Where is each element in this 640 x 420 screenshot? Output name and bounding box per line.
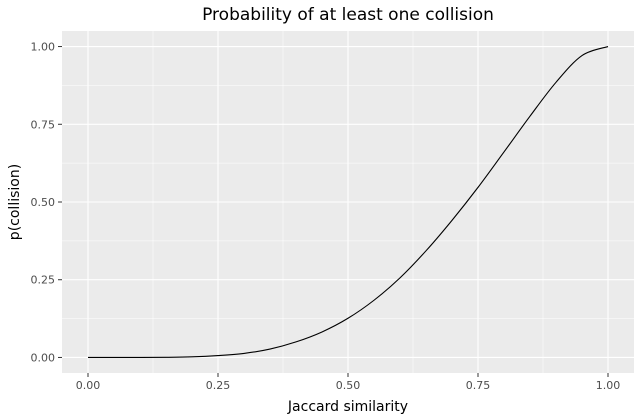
- y-tick-label: 0.25: [31, 274, 56, 287]
- series-line-0: [87, 46, 609, 359]
- x-tick-label: 0.75: [466, 379, 491, 392]
- y-tick-label: 0.00: [31, 351, 56, 364]
- chart-title: Probability of at least one collision: [202, 5, 494, 25]
- x-tick-label: 1.00: [596, 379, 621, 392]
- y-tick-label: 0.50: [31, 196, 56, 209]
- y-tick-label: 0.75: [31, 118, 56, 131]
- y-axis-title: p(collision): [7, 164, 23, 240]
- x-tick-label: 0.50: [336, 379, 361, 392]
- x-tick-label: 0.25: [206, 379, 231, 392]
- x-tick-label: 0.00: [76, 379, 101, 392]
- series-layer: [87, 46, 609, 359]
- x-axis-title: Jaccard similarity: [287, 399, 408, 415]
- major-gridlines: [62, 31, 634, 373]
- y-axis: 0.00 0.25 0.50 0.75 1.00: [31, 41, 62, 364]
- x-axis: 0.00 0.25 0.50 0.75 1.00: [76, 373, 621, 392]
- y-tick-label: 1.00: [31, 41, 56, 54]
